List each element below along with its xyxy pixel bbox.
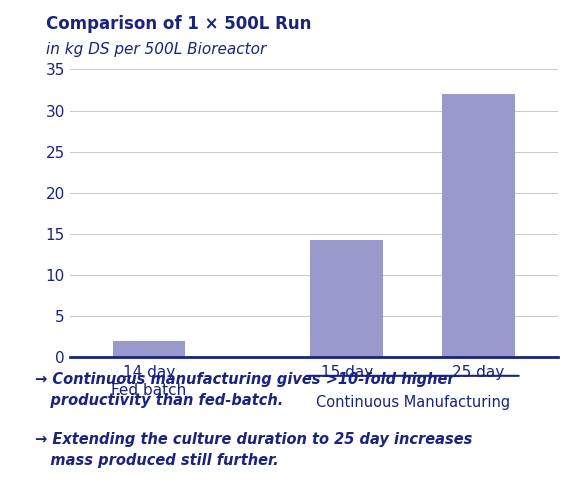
Text: → Extending the culture duration to 25 day increases
   mass produced still furt: → Extending the culture duration to 25 d… bbox=[35, 432, 472, 468]
Text: Continuous Manufacturing: Continuous Manufacturing bbox=[315, 394, 510, 410]
Text: → Continuous manufacturing gives >10-fold higher
   productivity than fed-batch.: → Continuous manufacturing gives >10-fol… bbox=[35, 372, 454, 408]
Text: in kg DS per 500L Bioreactor: in kg DS per 500L Bioreactor bbox=[46, 42, 267, 57]
Bar bbox=[113, 341, 185, 357]
Bar bbox=[310, 241, 383, 357]
Text: Comparison of 1 × 500L Run: Comparison of 1 × 500L Run bbox=[46, 15, 312, 33]
Bar bbox=[442, 94, 515, 357]
